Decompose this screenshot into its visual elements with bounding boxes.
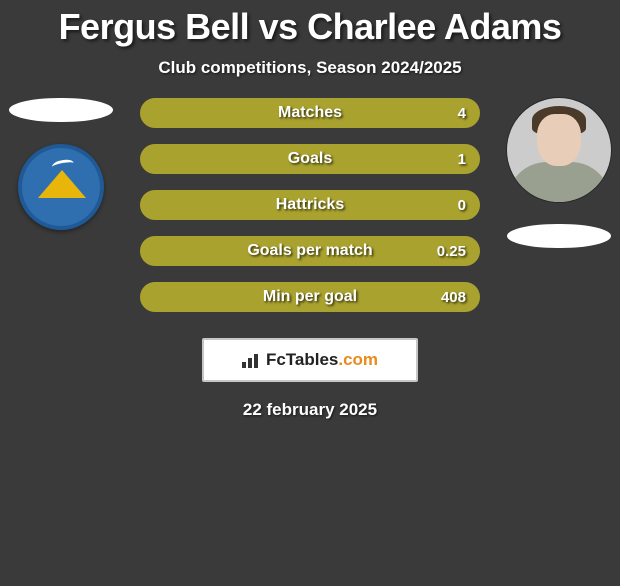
stat-value-right: 0.25: [437, 243, 466, 260]
subtitle: Club competitions, Season 2024/2025: [0, 58, 620, 78]
stat-value-right: 4: [458, 105, 466, 122]
brand-prefix: Fc: [266, 350, 286, 369]
stat-label: Min per goal: [142, 288, 478, 306]
stat-row: Goals per match0.25: [140, 236, 480, 266]
stats-list: Matches4Goals1Hattricks0Goals per match0…: [140, 98, 480, 312]
stat-label: Hattricks: [142, 196, 478, 214]
brand-rest: Tables: [286, 350, 339, 369]
stat-value-right: 1: [458, 151, 466, 168]
brand-text: FcTables.com: [266, 350, 378, 370]
player-left-club-badge: [18, 144, 104, 230]
player-right-column: [504, 98, 614, 248]
badge-bird-icon: [51, 158, 74, 172]
page-title: Fergus Bell vs Charlee Adams: [0, 6, 620, 48]
brand-suffix: .com: [338, 350, 378, 369]
stat-value-right: 0: [458, 197, 466, 214]
player-left-column: [6, 98, 116, 230]
stat-label: Goals: [142, 150, 478, 168]
comparison-card: Fergus Bell vs Charlee Adams Club compet…: [0, 6, 620, 420]
stat-row: Matches4: [140, 98, 480, 128]
stat-row: Min per goal408: [140, 282, 480, 312]
bar-chart-icon: [242, 352, 262, 368]
stat-label: Matches: [142, 104, 478, 122]
stat-row: Hattricks0: [140, 190, 480, 220]
player-right-club-placeholder: [507, 224, 611, 248]
stat-label: Goals per match: [142, 242, 478, 260]
stat-value-right: 408: [441, 289, 466, 306]
main-area: Matches4Goals1Hattricks0Goals per match0…: [0, 98, 620, 312]
player-left-photo-placeholder: [9, 98, 113, 122]
stat-row: Goals1: [140, 144, 480, 174]
player-right-photo: [507, 98, 611, 202]
date-text: 22 february 2025: [0, 400, 620, 420]
brand-box[interactable]: FcTables.com: [202, 338, 418, 382]
